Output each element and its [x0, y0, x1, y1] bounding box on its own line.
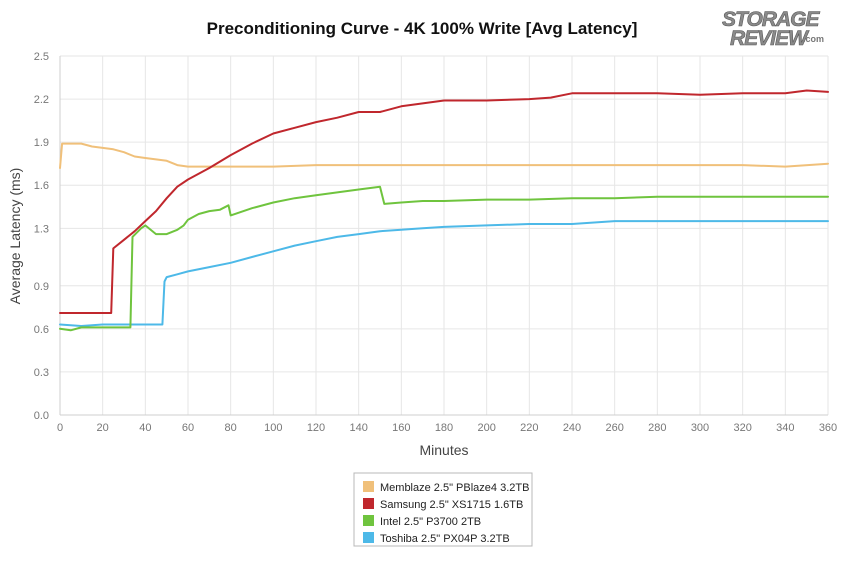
legend-entry: Intel 2.5" P3700 2TB [380, 516, 481, 528]
storage-review-logo: STORAGE REVIEW .com [722, 8, 824, 51]
x-tick-label: 20 [97, 422, 109, 434]
x-tick-label: 120 [307, 422, 325, 434]
y-tick-label: 1.9 [34, 137, 49, 149]
series-line-1 [59, 89, 829, 314]
x-tick-label: 240 [563, 422, 581, 434]
y-tick-label: 0.9 [34, 281, 49, 293]
x-axis-ticks: 0 20 40 60 80 100 120 140 160 180 200 220 240 260 280 3… [57, 422, 837, 434]
series-line-0 [59, 142, 829, 169]
x-tick-label: 80 [225, 422, 237, 434]
legend-entry: Toshiba 2.5" PX04P 3.2TB [380, 533, 510, 545]
x-tick-label: 40 [139, 422, 151, 434]
y-tick-label: 1.3 [34, 223, 49, 235]
x-tick-label: 140 [349, 422, 367, 434]
legend-swatch [363, 481, 374, 492]
legend-swatch [363, 515, 374, 526]
x-tick-label: 180 [435, 422, 453, 434]
y-tick-label: 0.3 [34, 367, 49, 379]
legend-entry: Samsung 2.5" XS1715 1.6TB [380, 499, 523, 511]
x-tick-label: 160 [392, 422, 410, 434]
x-tick-label: 0 [57, 422, 63, 434]
y-tick-label: 2.5 [34, 51, 49, 63]
logo-line2: REVIEW [730, 27, 810, 50]
legend-swatch [363, 498, 374, 509]
x-tick-label: 320 [733, 422, 751, 434]
x-tick-label: 340 [776, 422, 794, 434]
series-line-3 [59, 220, 829, 327]
x-tick-label: 200 [477, 422, 495, 434]
logo-suffix: .com [803, 34, 824, 44]
x-tick-label: 60 [182, 422, 194, 434]
series-line-2 [59, 185, 829, 332]
x-tick-label: 260 [605, 422, 623, 434]
y-tick-label: 0.0 [34, 410, 49, 422]
legend-entry: Memblaze 2.5" PBlaze4 3.2TB [380, 482, 529, 494]
y-tick-label: 1.6 [34, 180, 49, 192]
x-axis-label: Minutes [419, 442, 468, 458]
legend-swatch [363, 532, 374, 543]
grid-lines [59, 55, 829, 416]
series-lines [59, 89, 829, 332]
y-tick-label: 0.6 [34, 324, 49, 336]
logo-line1: STORAGE [722, 8, 820, 31]
x-tick-label: 280 [648, 422, 666, 434]
x-tick-label: 360 [819, 422, 837, 434]
y-axis-label: Average Latency (ms) [7, 168, 23, 305]
x-tick-label: 100 [264, 422, 282, 434]
x-tick-label: 220 [520, 422, 538, 434]
chart-title: Preconditioning Curve - 4K 100% Write [A… [207, 19, 638, 38]
legend-box [353, 472, 533, 547]
x-tick-label: 300 [691, 422, 709, 434]
y-axis-ticks: 0.0 0.3 0.6 0.9 1.3 1.6 1.9 2.2 2.5 [34, 51, 49, 422]
legend: Memblaze 2.5" PBlaze4 3.2TB Samsung 2.5" … [353, 472, 533, 547]
y-tick-label: 2.2 [34, 94, 49, 106]
